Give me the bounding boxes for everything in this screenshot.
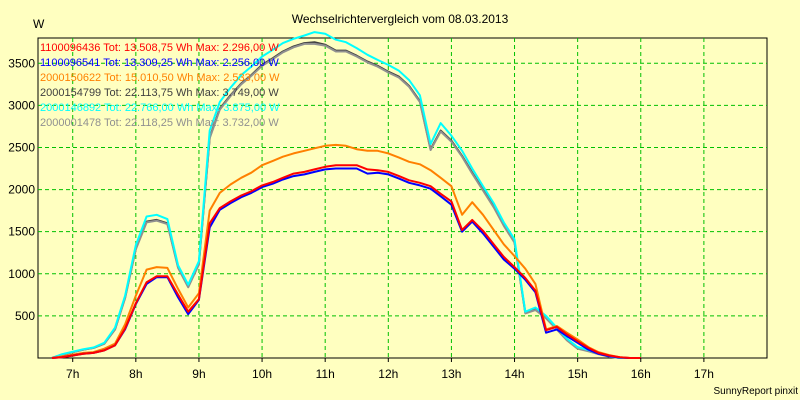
y-tick-label: 2000 (8, 183, 35, 197)
series-lines (51, 31, 641, 359)
legend-entry-3: 2000150622 Tot: 15.010,50 Wh Max: 2.533,… (40, 72, 280, 84)
x-tick-label: 8h (129, 367, 142, 381)
chart-title: Wechselrichtervergleich vom 08.03.2013 (292, 12, 509, 26)
y-axis-label: W (33, 17, 45, 31)
y-tick-label: 2500 (8, 140, 35, 154)
x-tick-label: 9h (192, 367, 205, 381)
x-tick-label: 17h (694, 367, 714, 381)
x-tick-label: 14h (505, 367, 525, 381)
footer-credit: SunnyReport pinxit (714, 386, 799, 397)
y-tick-label: 500 (15, 309, 35, 323)
series-line-1 (51, 164, 641, 359)
legend-entry-1: 1100096436 Tot: 13.508,75 Wh Max: 2.296,… (40, 42, 279, 54)
x-tick-label: 13h (441, 367, 461, 381)
x-tick-label: 16h (631, 367, 651, 381)
y-tick-label: 3500 (8, 56, 35, 70)
x-tick-label: 12h (378, 367, 398, 381)
y-axis-ticks: 500 1000 1500 2000 2500 3000 3500 (8, 56, 35, 323)
x-axis-ticks: 7h 8h 9h 10h 11h 12h 13h 14h 15h 16h 17h (66, 358, 714, 381)
x-tick-label: 7h (66, 367, 79, 381)
y-tick-label: 1000 (8, 267, 35, 281)
legend-entry-6: 2000001478 Tot: 22.118,25 Wh Max: 3.732,… (40, 117, 279, 129)
y-tick-label: 1500 (8, 225, 35, 239)
x-tick-label: 15h (568, 367, 588, 381)
legend-entry-4: 2000154799 Tot: 22.113,75 Wh Max: 3.749,… (40, 87, 279, 99)
y-tick-label: 3000 (8, 98, 35, 112)
plot-area (37, 37, 768, 359)
legend-entry-5: 2000146892 Tot: 22.766,00 Wh Max: 3.875,… (40, 102, 280, 114)
x-tick-label: 10h (252, 367, 272, 381)
legend-entry-2: 1100096541 Tot: 13.309,25 Wh Max: 2.256,… (40, 57, 279, 69)
x-tick-label: 11h (316, 367, 335, 381)
legend: 1100096436 Tot: 13.508,75 Wh Max: 2.296,… (40, 42, 280, 129)
